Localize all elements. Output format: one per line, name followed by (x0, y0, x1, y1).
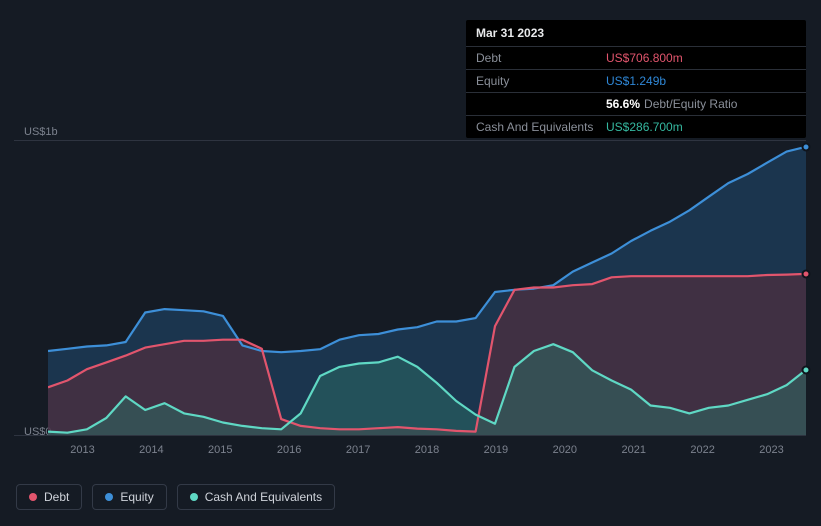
tooltip-ratio-pct: 56.6% (606, 97, 640, 111)
tooltip-date: Mar 31 2023 (466, 20, 806, 47)
x-tick-label: 2018 (415, 444, 439, 456)
x-tick-label: 2021 (621, 444, 645, 456)
x-tick-label: 2013 (70, 444, 94, 456)
tooltip-row-debt: Debt US$706.800m (466, 47, 806, 70)
tooltip-value: US$1.249b (606, 74, 666, 88)
x-tick-label: 2019 (484, 444, 508, 456)
legend-item-debt[interactable]: Debt (16, 484, 82, 510)
y-axis-label-top: US$1b (24, 126, 58, 138)
tooltip-value: US$286.700m (606, 120, 683, 134)
tooltip-label: Equity (476, 74, 606, 88)
legend-swatch-debt (29, 493, 37, 501)
tooltip-row-cash: Cash And Equivalents US$286.700m (466, 116, 806, 138)
tooltip-box: Mar 31 2023 Debt US$706.800m Equity US$1… (466, 20, 806, 138)
tooltip-value: US$706.800m (606, 51, 683, 65)
legend-label: Cash And Equivalents (205, 490, 322, 504)
tooltip-label (476, 97, 606, 111)
x-tick-label: 2020 (553, 444, 577, 456)
legend-swatch-equity (105, 493, 113, 501)
x-tick-label: 2022 (690, 444, 714, 456)
series-end-marker (802, 142, 811, 151)
tooltip-ratio-suffix: Debt/Equity Ratio (644, 97, 737, 111)
legend-label: Debt (44, 490, 69, 504)
x-axis-labels: 2013 2014 2015 2016 2017 2018 2019 2020 2021 2022… (48, 444, 806, 460)
gridline-bottom (14, 435, 806, 436)
tooltip-label: Cash And Equivalents (476, 120, 606, 134)
series-end-marker (802, 269, 811, 278)
area-chart-svg (48, 140, 806, 435)
tooltip-row-equity: Equity US$1.249b (466, 70, 806, 93)
x-tick-label: 2016 (277, 444, 301, 456)
series-end-marker (802, 365, 811, 374)
legend-item-equity[interactable]: Equity (92, 484, 166, 510)
x-tick-label: 2023 (759, 444, 783, 456)
legend-swatch-cash (190, 493, 198, 501)
x-tick-label: 2015 (208, 444, 232, 456)
legend: Debt Equity Cash And Equivalents (16, 484, 335, 510)
x-tick-label: 2017 (346, 444, 370, 456)
legend-item-cash[interactable]: Cash And Equivalents (177, 484, 335, 510)
chart-area[interactable] (48, 140, 806, 435)
tooltip-label: Debt (476, 51, 606, 65)
legend-label: Equity (120, 490, 153, 504)
x-tick-label: 2014 (139, 444, 163, 456)
tooltip-row-ratio: 56.6% Debt/Equity Ratio (466, 93, 806, 116)
